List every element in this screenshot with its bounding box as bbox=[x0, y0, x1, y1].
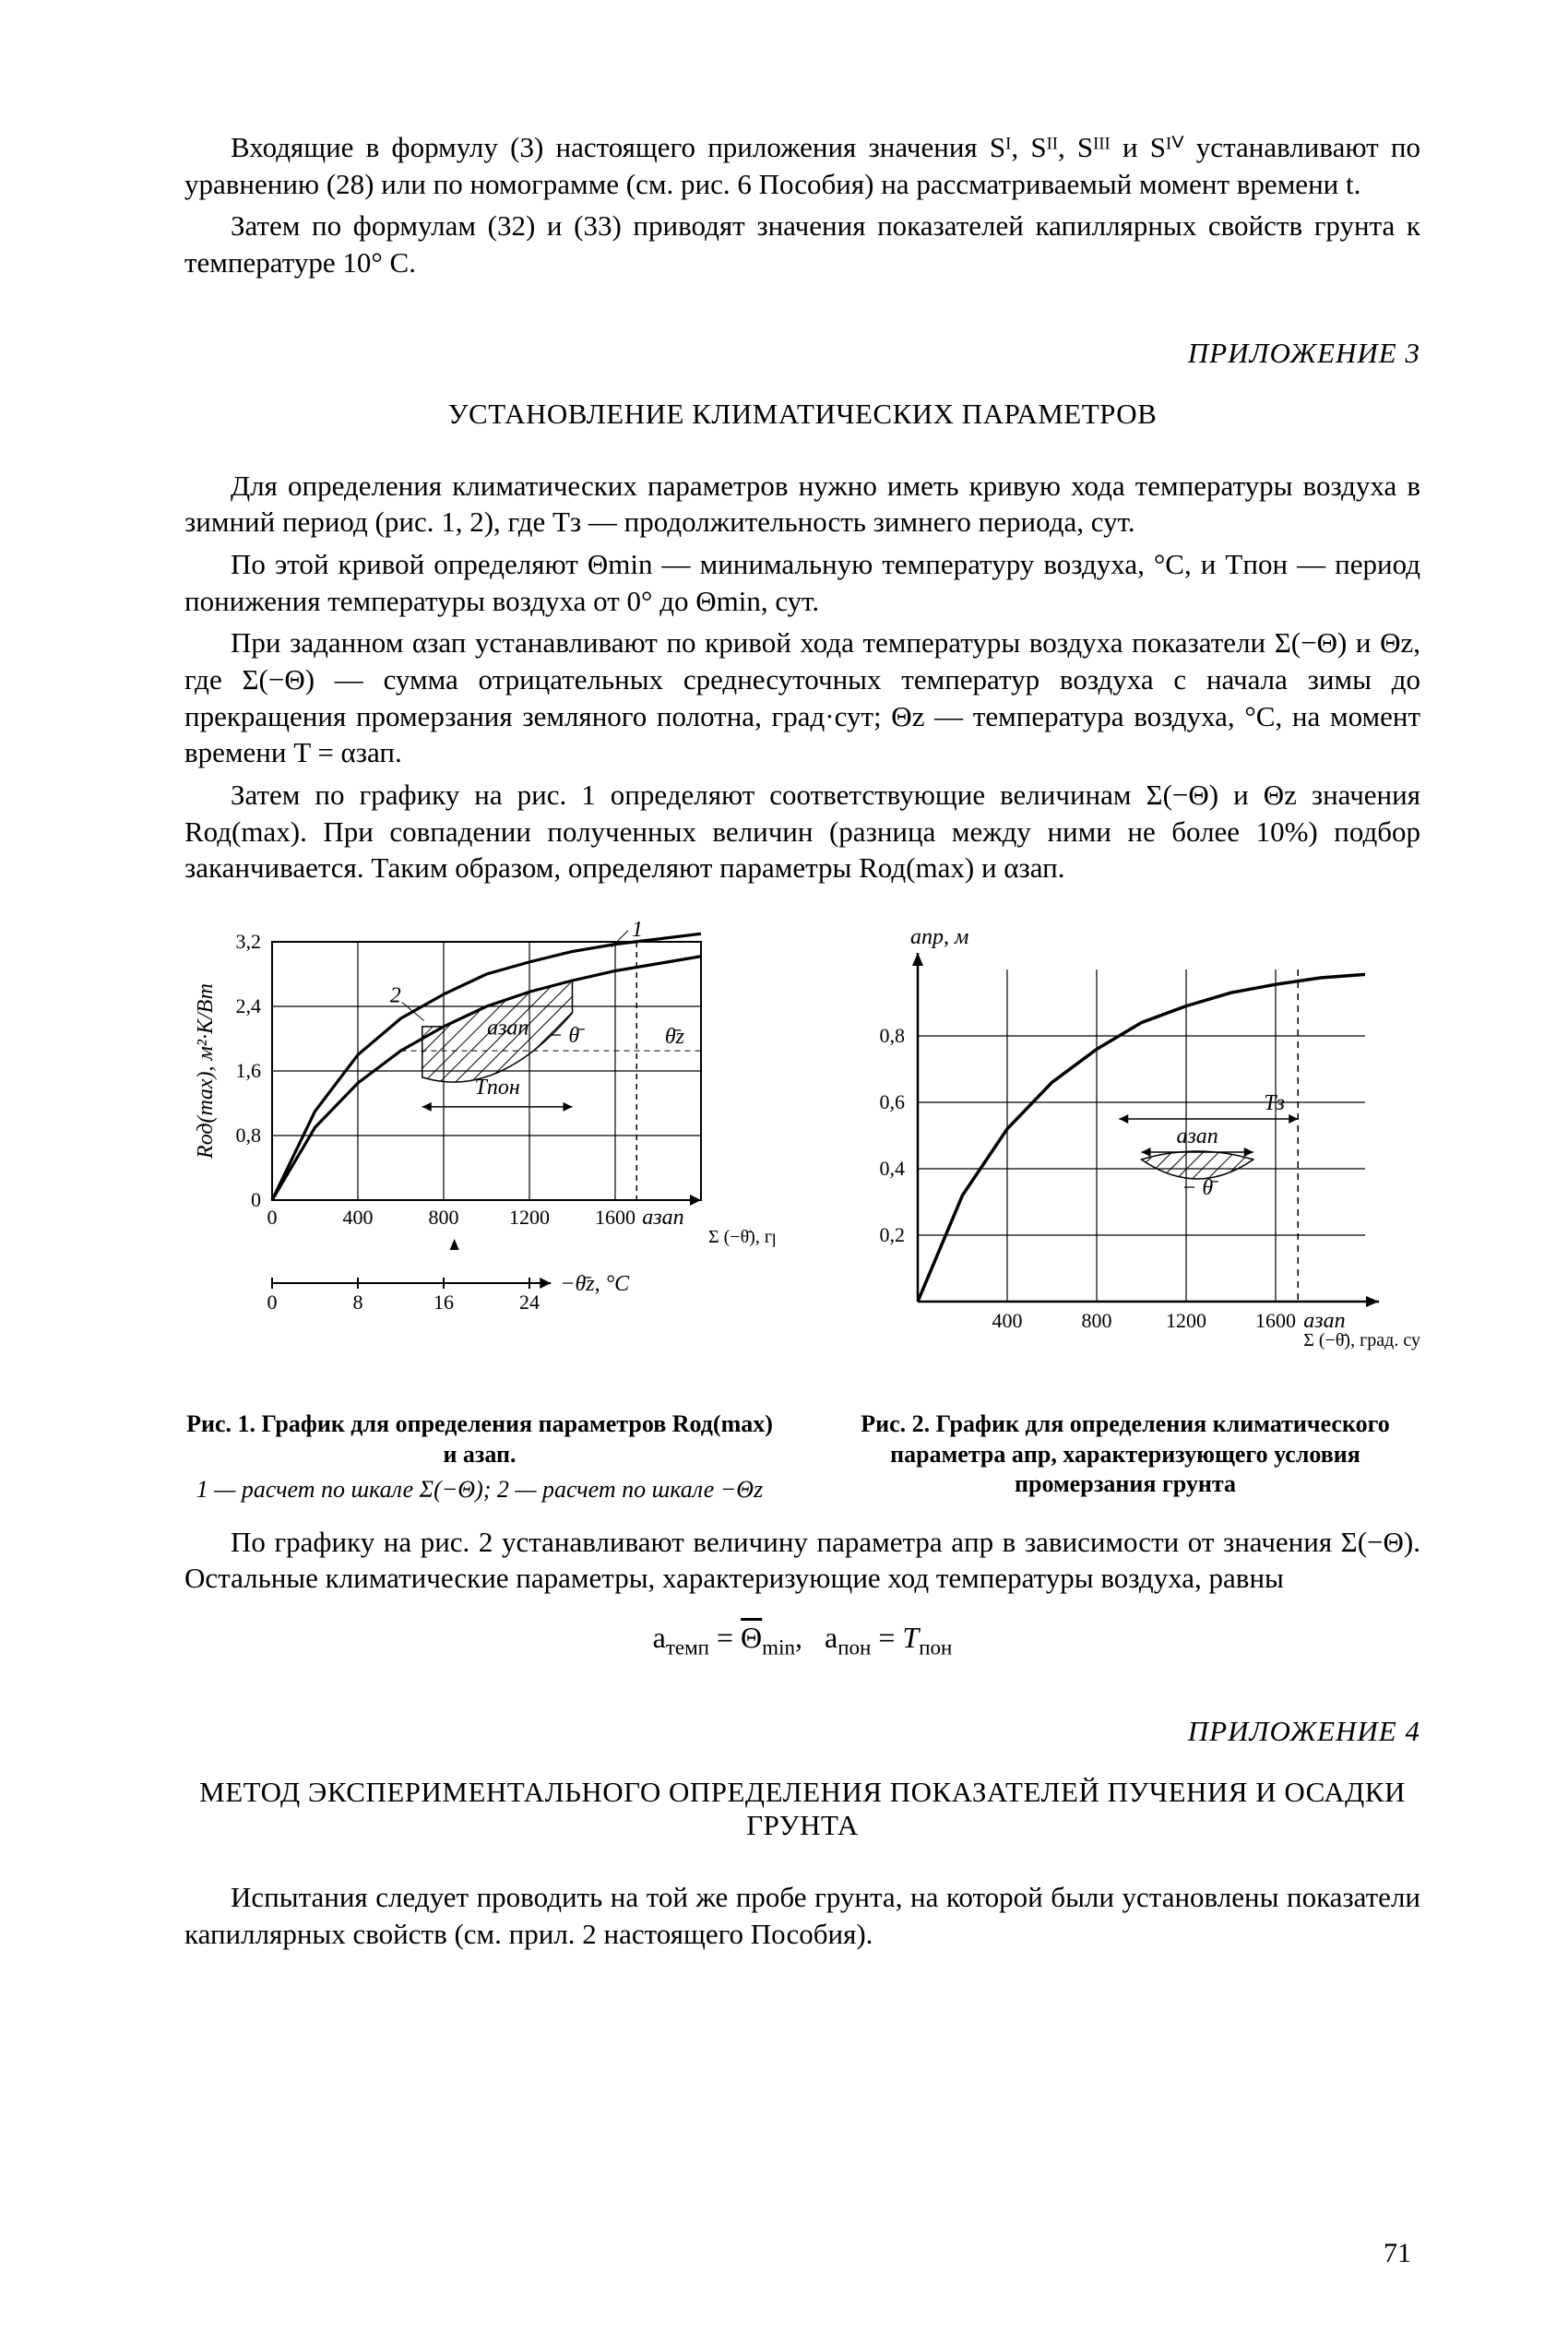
svg-text:Σ (−θ̄), град. сут: Σ (−θ̄), град. сут bbox=[708, 1227, 775, 1247]
appendix-3-label: ПРИЛОЖЕНИЕ 3 bbox=[184, 337, 1420, 370]
appendix-3-title: УСТАНОВЛЕНИЕ КЛИМАТИЧЕСКИХ ПАРАМЕТРОВ bbox=[184, 398, 1420, 431]
svg-text:− θ̄: − θ̄ bbox=[1182, 1176, 1218, 1200]
svg-text:−θ̄z, °C: −θ̄z, °C bbox=[560, 1272, 630, 1296]
svg-text:0,8: 0,8 bbox=[880, 1024, 906, 1047]
svg-text:0: 0 bbox=[267, 1290, 278, 1314]
app3-equation: aтемп = Θmin, aпон = Tпон bbox=[184, 1621, 1420, 1659]
svg-text:24: 24 bbox=[519, 1290, 540, 1314]
figure-1-legend: 1 — расчет по шкале Σ(−Θ); 2 — расчет по… bbox=[184, 1475, 775, 1505]
svg-text:0,6: 0,6 bbox=[880, 1090, 906, 1113]
svg-text:1200: 1200 bbox=[509, 1206, 550, 1229]
svg-text:1600: 1600 bbox=[1255, 1309, 1296, 1332]
svg-text:Rод(max), м²·K/Вт: Rод(max), м²·K/Вт bbox=[194, 983, 218, 1160]
svg-text:0: 0 bbox=[267, 1206, 278, 1229]
svg-text:0: 0 bbox=[251, 1188, 261, 1211]
svg-text:aзап: aзап bbox=[1176, 1124, 1218, 1148]
app3-p3: При заданном αзап устанавливают по криво… bbox=[184, 624, 1420, 771]
page-number: 71 bbox=[1384, 2238, 1411, 2269]
svg-text:Σ (−θ̄), град. сут: Σ (−θ̄), град. сут bbox=[1303, 1330, 1420, 1350]
intro-p1: Входящие в формулу (3) настоящего прилож… bbox=[184, 129, 1420, 202]
svg-text:400: 400 bbox=[343, 1206, 374, 1229]
svg-text:400: 400 bbox=[992, 1309, 1023, 1332]
app4-p1: Испытания следует проводить на той же пр… bbox=[184, 1879, 1420, 1952]
svg-text:8: 8 bbox=[353, 1290, 363, 1314]
svg-text:1600: 1600 bbox=[595, 1206, 636, 1229]
svg-text:800: 800 bbox=[1082, 1309, 1112, 1332]
svg-text:2: 2 bbox=[390, 984, 401, 1008]
app3-p4: Затем по графику на рис. 1 определяют со… bbox=[184, 777, 1420, 886]
svg-text:Tз: Tз bbox=[1264, 1091, 1285, 1115]
figure-2-caption: Рис. 2. График для определения климатиче… bbox=[830, 1409, 1420, 1500]
svg-text:− θ̄: − θ̄ bbox=[548, 1024, 585, 1048]
appendix-4-label: ПРИЛОЖЕНИЕ 4 bbox=[184, 1715, 1420, 1748]
figure-1-caption: Рис. 1. График для определения параметро… bbox=[184, 1409, 775, 1469]
svg-text:1: 1 bbox=[632, 918, 643, 942]
app3-p5: По графику на рис. 2 устанавливают велич… bbox=[184, 1524, 1420, 1597]
svg-text:aпр, м: aпр, м bbox=[910, 925, 968, 949]
svg-text:0,8: 0,8 bbox=[236, 1124, 262, 1147]
svg-text:0,4: 0,4 bbox=[880, 1157, 906, 1180]
svg-text:16: 16 bbox=[434, 1290, 454, 1314]
appendix-4-title: МЕТОД ЭКСПЕРИМЕНТАЛЬНОГО ОПРЕДЕЛЕНИЯ ПОК… bbox=[184, 1776, 1420, 1842]
svg-text:3,2: 3,2 bbox=[236, 930, 262, 953]
svg-text:aзап: aзап bbox=[1303, 1309, 1345, 1333]
svg-text:θ̄z: θ̄z bbox=[665, 1025, 685, 1049]
app3-p1: Для определения климатических параметров… bbox=[184, 468, 1420, 541]
svg-text:1,6: 1,6 bbox=[236, 1059, 262, 1082]
svg-text:2,4: 2,4 bbox=[236, 994, 262, 1017]
app3-p2: По этой кривой определяют Θmin — минимал… bbox=[184, 546, 1420, 619]
figure-2: 400 800 1200 1600 0,2 0,4 0,6 0,8 aпр, м Σ (−θ̄),… bbox=[830, 914, 1420, 1500]
svg-text:800: 800 bbox=[429, 1206, 459, 1229]
intro-p2: Затем по формулам (32) и (33) приводят з… bbox=[184, 208, 1420, 280]
figure-1: 0 400 800 1200 1600 0 0,8 1,6 2,4 3,2 Rод(max), м²… bbox=[184, 914, 775, 1505]
svg-text:0,2: 0,2 bbox=[880, 1223, 906, 1246]
svg-text:1200: 1200 bbox=[1166, 1309, 1206, 1332]
svg-text:aзап: aзап bbox=[642, 1206, 683, 1230]
svg-text:Tпон: Tпон bbox=[474, 1076, 519, 1100]
